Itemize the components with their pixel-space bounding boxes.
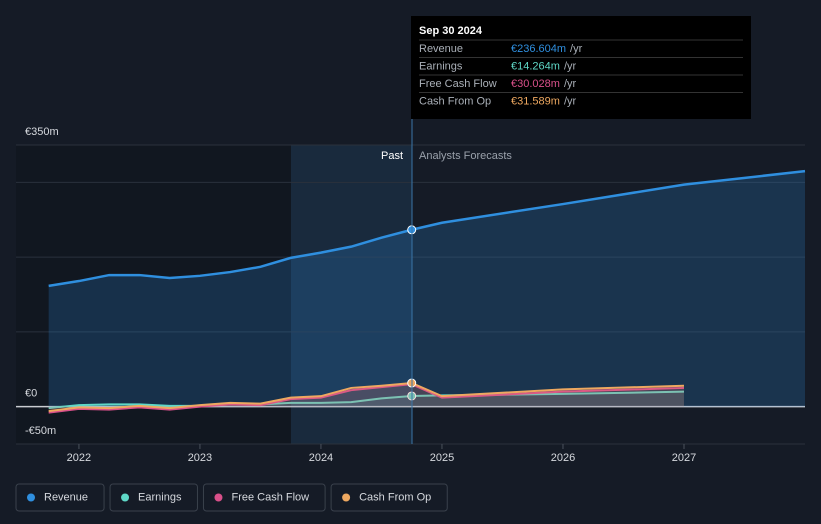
legend-box[interactable] — [15, 483, 105, 512]
tooltip-unit: /yr — [564, 60, 577, 72]
forecast-label: Analysts Forecasts — [419, 150, 512, 162]
series-area — [48, 383, 684, 412]
series-area — [48, 384, 684, 413]
legend-box[interactable] — [109, 483, 198, 512]
tooltip-value: €31.589m — [511, 95, 560, 107]
legend-item[interactable]: Cash From Op — [330, 483, 448, 512]
series-area — [48, 171, 805, 407]
tooltip-value: €30.028m — [511, 78, 560, 90]
tooltip-date: Sep 30 2024 — [419, 25, 483, 37]
tooltip-value: €14.264m — [511, 60, 560, 72]
legend-item[interactable]: Revenue — [15, 483, 105, 512]
past-shade — [16, 145, 291, 444]
series-area — [48, 391, 684, 409]
legend-label: Earnings — [138, 491, 182, 503]
x-tick-label: 2026 — [551, 452, 575, 464]
x-tick-label: 2024 — [309, 452, 333, 464]
tooltip-unit: /yr — [564, 78, 577, 90]
series-line — [48, 169, 806, 288]
legend-swatch — [27, 493, 35, 502]
x-tick-label: 2022 — [67, 452, 91, 464]
tooltip-label: Cash From Op — [419, 95, 491, 107]
x-tick-label: 2027 — [672, 452, 696, 464]
tooltip-unit: /yr — [570, 43, 583, 55]
y-tick-label: -€50m — [25, 425, 56, 437]
x-tick-label: 2025 — [430, 452, 454, 464]
series-line — [48, 381, 685, 413]
tooltip-box — [411, 16, 751, 119]
x-tick-label: 2023 — [188, 452, 212, 464]
legend-label: Cash From Op — [359, 491, 431, 503]
tooltip-label: Free Cash Flow — [419, 78, 497, 90]
tooltip-label: Revenue — [419, 43, 463, 55]
legend-swatch — [214, 493, 223, 502]
tooltip-unit: /yr — [564, 95, 577, 107]
legend-label: Revenue — [44, 491, 88, 503]
tooltip-label: Earnings — [419, 60, 463, 72]
legend-item[interactable]: Free Cash Flow — [202, 483, 326, 512]
legend-label: Free Cash Flow — [231, 491, 309, 503]
legend-swatch — [342, 493, 351, 502]
past-label: Past — [381, 150, 403, 162]
legend-box[interactable] — [330, 483, 448, 512]
series-line — [48, 383, 685, 414]
legend-box[interactable] — [202, 483, 326, 512]
highlight-band — [291, 145, 412, 444]
series-line — [48, 390, 685, 410]
legend-item[interactable]: Earnings — [109, 483, 198, 512]
legend-swatch — [121, 493, 130, 502]
y-tick-label: €0 — [25, 388, 37, 400]
tooltip-value: €236.604m — [511, 43, 566, 55]
y-tick-label: €350m — [25, 126, 59, 138]
